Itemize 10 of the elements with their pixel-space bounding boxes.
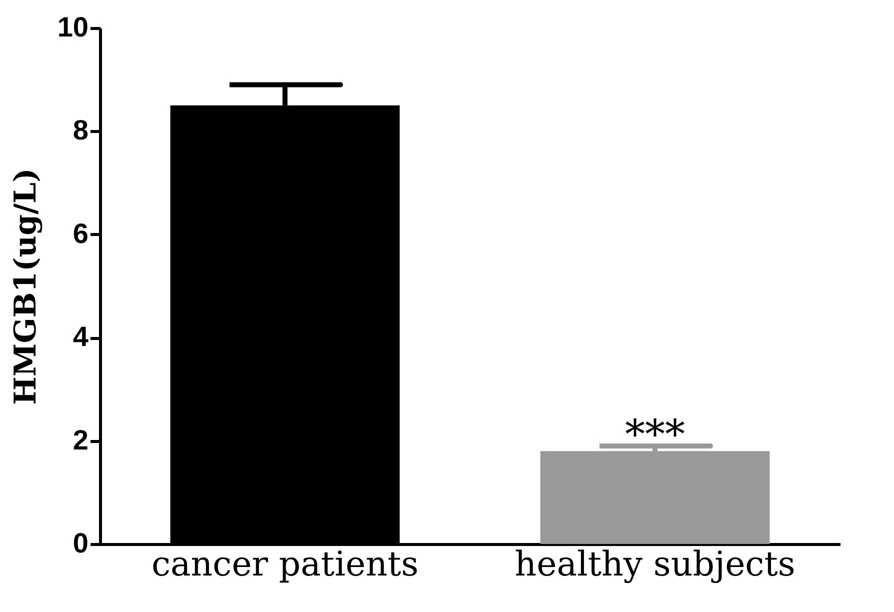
y-axis-title: HMGB1(ug/L): [8, 168, 44, 405]
annotation: ***: [625, 412, 685, 458]
y-tick-label: 6: [72, 218, 88, 249]
y-tick-label: 2: [72, 424, 88, 456]
y-tick-label: 4: [72, 321, 89, 352]
x-tick-label: healthy subjects: [514, 544, 796, 584]
y-tick-label: 8: [72, 114, 88, 146]
y-tick-label: 10: [57, 12, 88, 42]
x-tick-label: cancer patients: [151, 544, 419, 584]
y-tick-label: 0: [72, 528, 88, 558]
